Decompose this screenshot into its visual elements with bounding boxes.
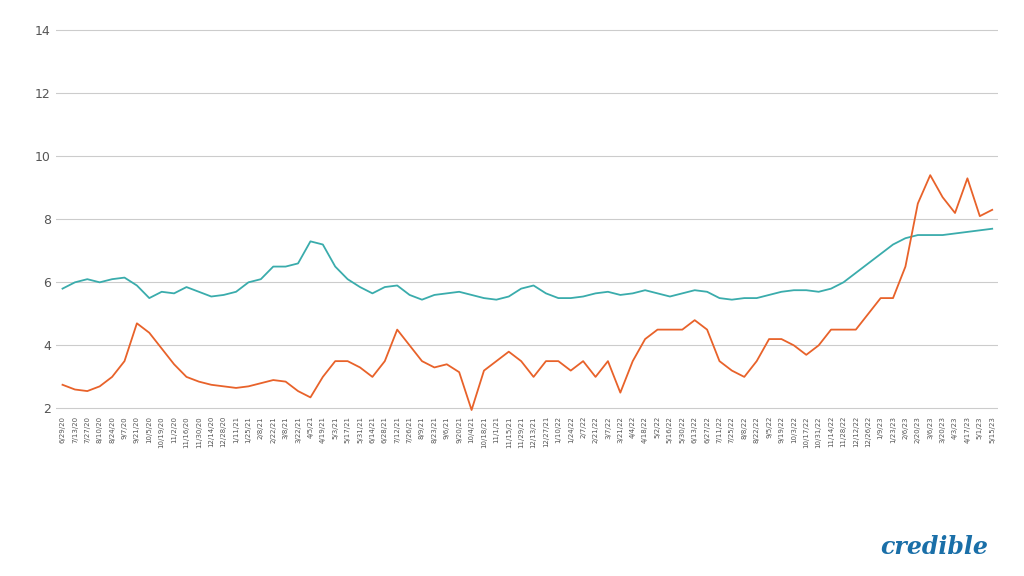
Text: credible: credible: [881, 535, 988, 559]
